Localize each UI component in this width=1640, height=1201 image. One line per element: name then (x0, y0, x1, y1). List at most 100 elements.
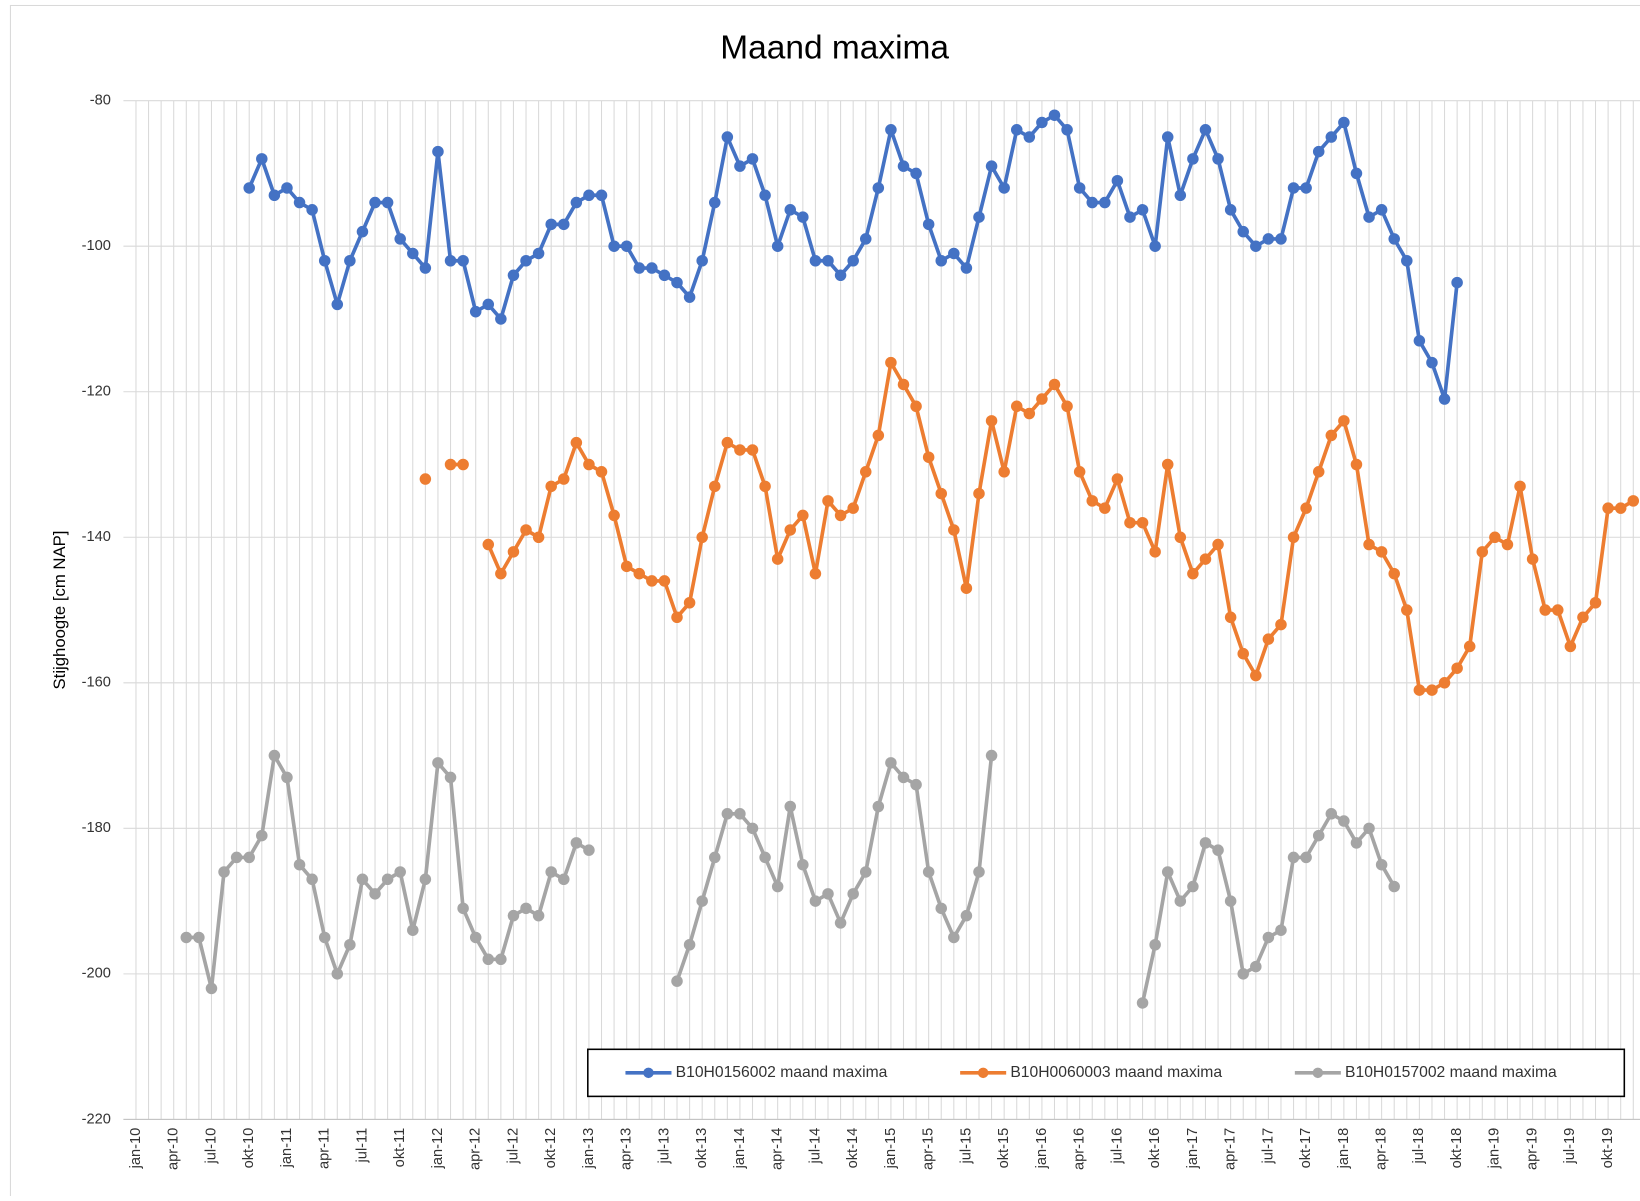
data-point (1275, 233, 1287, 245)
data-point (1048, 109, 1061, 121)
x-tick-label: jul-17 (1260, 1128, 1276, 1165)
data-point (1539, 604, 1551, 616)
data-point (935, 254, 947, 267)
data-point (973, 487, 985, 500)
data-point (948, 247, 960, 260)
data-point (620, 560, 633, 573)
data-point (1250, 669, 1262, 682)
data-point (696, 254, 708, 267)
data-point (1451, 662, 1463, 674)
data-point (797, 211, 809, 223)
data-point (834, 917, 847, 929)
x-tick-label: apr-10 (166, 1128, 182, 1170)
x-tick-label: jan-19 (1487, 1128, 1503, 1170)
data-point (1237, 968, 1249, 980)
data-point (696, 895, 708, 907)
data-point (268, 189, 281, 202)
data-point (1300, 502, 1312, 514)
data-point (1375, 546, 1388, 558)
data-point (1073, 466, 1086, 478)
data-point (218, 866, 230, 878)
legend-marker (643, 1067, 654, 1079)
data-point (910, 778, 922, 791)
data-point (784, 524, 797, 536)
data-point (570, 837, 583, 849)
data-point (1338, 815, 1350, 827)
data-point (520, 524, 532, 536)
legend-marker (1312, 1067, 1324, 1079)
data-point (658, 575, 671, 587)
y-tick-label: -120 (82, 384, 111, 400)
data-point (532, 909, 545, 922)
data-point (872, 182, 885, 194)
data-point (1300, 851, 1312, 864)
x-tick-label: jan-17 (1185, 1128, 1201, 1170)
data-point (859, 866, 872, 878)
data-point (1463, 640, 1476, 653)
data-point (671, 276, 683, 289)
data-point (985, 160, 998, 172)
data-point (482, 298, 495, 311)
data-point (620, 240, 633, 252)
data-point (1350, 837, 1363, 849)
data-point (1262, 931, 1275, 944)
data-point (633, 262, 646, 274)
data-point (646, 575, 658, 587)
data-point (1388, 880, 1400, 893)
data-point (1212, 538, 1224, 551)
x-tick-label: okt-10 (241, 1128, 257, 1169)
data-point (1438, 677, 1451, 689)
data-point (1124, 516, 1136, 529)
data-point (1061, 124, 1073, 136)
data-point (583, 844, 595, 856)
data-point (1338, 116, 1350, 129)
y-tick-label: -180 (82, 820, 111, 836)
data-point (1250, 240, 1262, 252)
data-point (910, 400, 922, 413)
data-point (1602, 502, 1614, 514)
data-point (1413, 335, 1426, 347)
data-point (1023, 407, 1036, 420)
data-point (482, 538, 495, 551)
data-point (885, 124, 897, 136)
data-point (444, 771, 457, 784)
x-tick-label: jan-15 (883, 1128, 899, 1170)
data-point (897, 771, 910, 784)
data-point (1161, 458, 1174, 471)
data-point (922, 451, 935, 463)
data-point (469, 305, 482, 318)
data-point (1224, 204, 1237, 216)
data-point (759, 480, 771, 493)
data-point (1136, 997, 1149, 1009)
data-point (960, 909, 973, 922)
data-point (1577, 611, 1589, 624)
data-point (1426, 684, 1438, 696)
data-point (1526, 553, 1539, 565)
data-point (1312, 829, 1325, 842)
data-point (960, 262, 973, 274)
data-point (658, 269, 671, 282)
data-point (432, 145, 444, 158)
x-tick-label: okt-16 (1147, 1128, 1163, 1169)
data-point (759, 851, 771, 864)
data-point (495, 567, 507, 580)
data-point (759, 189, 771, 202)
data-point (721, 131, 734, 143)
data-point (356, 225, 369, 238)
data-point (432, 757, 444, 769)
data-point (834, 509, 847, 522)
data-point (1010, 400, 1023, 413)
data-point (331, 968, 344, 980)
data-point (922, 866, 935, 878)
data-point (1325, 808, 1338, 820)
data-point (1350, 167, 1363, 180)
data-point (1401, 254, 1413, 267)
data-point (558, 873, 570, 886)
x-tick-label: apr-14 (770, 1128, 786, 1170)
data-point (1287, 182, 1300, 194)
data-point (709, 480, 721, 493)
data-point (180, 931, 193, 944)
data-point (784, 204, 797, 216)
data-point (507, 269, 520, 282)
